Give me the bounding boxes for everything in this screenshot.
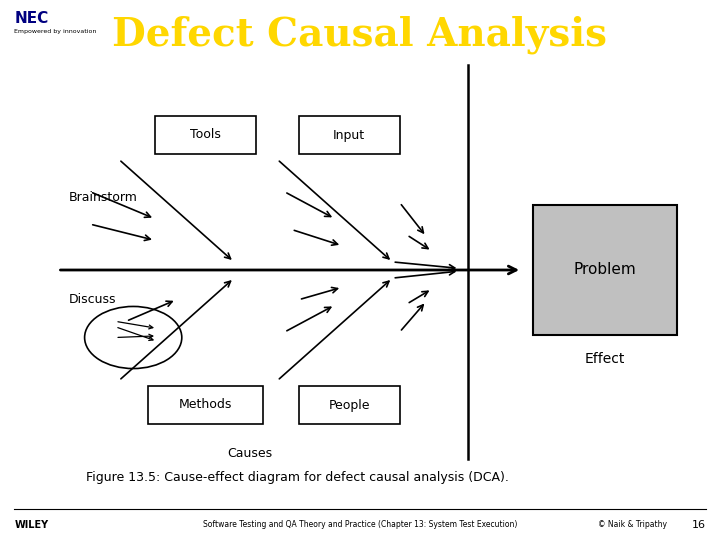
FancyBboxPatch shape	[299, 386, 400, 424]
FancyBboxPatch shape	[533, 205, 677, 335]
Text: WILEY: WILEY	[14, 520, 48, 530]
Text: Defect Causal Analysis: Defect Causal Analysis	[112, 16, 608, 55]
Text: Causes: Causes	[227, 447, 272, 460]
FancyBboxPatch shape	[155, 116, 256, 154]
Text: Empowered by innovation: Empowered by innovation	[14, 29, 96, 34]
Text: Brainstorm: Brainstorm	[68, 191, 138, 204]
Text: People: People	[328, 399, 370, 411]
Text: Problem: Problem	[573, 262, 636, 278]
FancyBboxPatch shape	[148, 386, 263, 424]
Text: Software Testing and QA Theory and Practice (Chapter 13: System Test Execution): Software Testing and QA Theory and Pract…	[203, 521, 517, 529]
FancyBboxPatch shape	[299, 116, 400, 154]
Text: Effect: Effect	[585, 352, 625, 366]
Text: Discuss: Discuss	[68, 293, 116, 306]
Text: Tools: Tools	[190, 129, 220, 141]
Text: NEC: NEC	[14, 11, 49, 26]
Text: Methods: Methods	[179, 399, 232, 411]
Text: 16: 16	[692, 520, 706, 530]
Text: Input: Input	[333, 129, 365, 141]
Text: Figure 13.5: Cause-effect diagram for defect causal analysis (DCA).: Figure 13.5: Cause-effect diagram for de…	[86, 471, 509, 484]
Text: © Naik & Tripathy: © Naik & Tripathy	[598, 521, 667, 529]
